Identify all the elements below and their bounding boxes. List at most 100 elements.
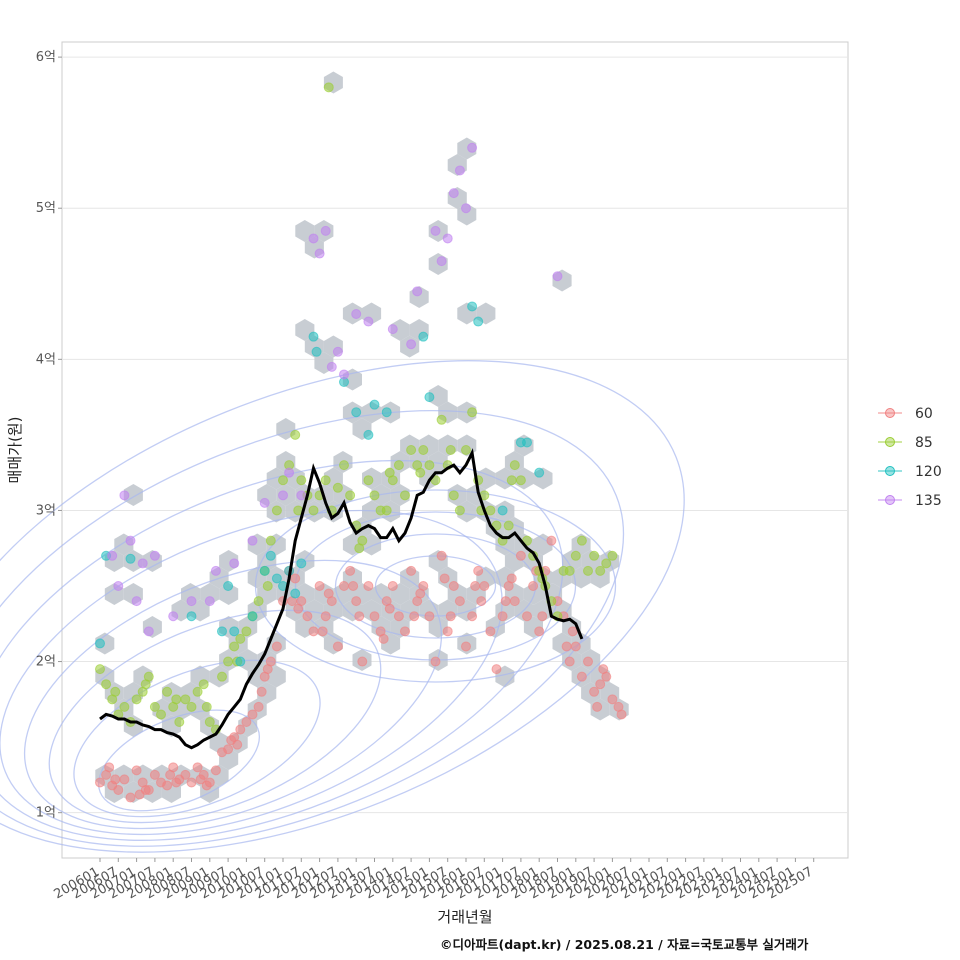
scatter-point-135	[461, 203, 471, 214]
scatter-point-60	[165, 769, 176, 780]
scatter-point-135	[406, 339, 417, 350]
scatter-point-120	[259, 565, 270, 576]
scatter-point-85	[454, 505, 465, 516]
scatter-point-85	[290, 429, 301, 440]
scatter-point-85	[162, 686, 173, 697]
scatter-point-60	[262, 664, 273, 675]
scatter-point-60	[564, 656, 575, 667]
scatter-point-60	[180, 769, 191, 780]
scatter-point-85	[241, 626, 252, 637]
scatter-point-85	[445, 445, 456, 455]
scatter-point-60	[598, 664, 609, 675]
scatter-point-135	[326, 361, 337, 372]
y-axis-ticks: 1억 2억 3억 4억 5억 6억	[36, 50, 62, 821]
legend-label-85: 85	[915, 435, 933, 451]
hexbin-cell	[362, 500, 382, 523]
scatter-point-60	[104, 762, 115, 773]
scatter-point-135	[320, 225, 331, 236]
scatter-point-60	[226, 735, 237, 746]
scatter-point-60	[528, 581, 539, 591]
scatter-point-85	[393, 460, 404, 471]
x-axis-ticks: 2006012006072007012007072008012008072009…	[52, 858, 816, 902]
scatter-point-60	[589, 686, 600, 697]
scatter-point-120	[186, 611, 197, 622]
scatter-point-60	[332, 641, 343, 652]
scatter-point-60	[409, 611, 420, 622]
scatter-point-85	[509, 460, 520, 471]
scatter-point-120	[247, 611, 258, 622]
scatter-point-120	[296, 558, 307, 569]
scatter-point-60	[323, 588, 334, 599]
scatter-point-85	[381, 505, 392, 516]
scatter-point-135	[387, 324, 398, 335]
scatter-point-85	[583, 565, 593, 576]
scatter-point-85	[253, 596, 264, 607]
scatter-point-85	[418, 445, 429, 455]
y-tick-label: 1억	[36, 806, 56, 821]
scatter-point-85	[119, 701, 130, 712]
scatter-point-60	[162, 780, 173, 791]
density-contour	[254, 489, 617, 683]
legend-key-dot	[885, 495, 895, 505]
density-contours	[0, 360, 685, 853]
scatter-point-135	[351, 309, 362, 319]
scatter-point-85	[354, 543, 365, 554]
scatter-point-85	[467, 407, 478, 418]
scatter-point-85	[192, 686, 203, 697]
scatter-point-85	[601, 558, 612, 569]
scatter-point-60	[302, 611, 313, 622]
scatter-point-60	[448, 581, 459, 591]
scatter-point-135	[131, 596, 142, 607]
scatter-point-60	[567, 626, 578, 637]
scatter-point-135	[125, 535, 136, 546]
scatter-point-120	[363, 429, 374, 440]
hexbin-cell	[247, 665, 267, 688]
scatter-point-60	[500, 596, 511, 607]
scatter-point-135	[247, 535, 258, 546]
scatter-point-85	[223, 656, 234, 667]
scatter-point-60	[436, 550, 447, 561]
scatter-point-60	[430, 656, 441, 667]
scatter-point-60	[186, 777, 197, 788]
scatter-point-60	[241, 717, 252, 727]
scatter-point-85	[576, 535, 587, 546]
scatter-point-85	[308, 505, 319, 516]
legend: 60 85 120 135	[878, 406, 942, 509]
scatter-point-60	[308, 626, 319, 637]
scatter-point-85	[503, 520, 514, 531]
density-contour	[48, 609, 382, 824]
scatter-point-60	[317, 626, 328, 637]
scatter-point-60	[607, 694, 618, 705]
scatter-point-85	[180, 694, 191, 705]
y-tick-label: 3억	[36, 503, 56, 518]
scatter-point-60	[387, 581, 398, 591]
scatter-point-60	[592, 701, 603, 712]
scatter-point-120	[473, 316, 484, 327]
scatter-point-60	[290, 573, 301, 584]
scatter-point-85	[140, 679, 151, 690]
scatter-point-60	[476, 596, 487, 607]
density-contour	[0, 509, 503, 836]
hexbin-cell	[523, 583, 543, 605]
scatter-point-135	[259, 497, 270, 508]
scatter-point-120	[522, 437, 532, 448]
scatter-point-85	[198, 679, 209, 690]
scatter-point-60	[467, 611, 478, 622]
scatter-point-120	[271, 573, 282, 584]
scatter-point-120	[265, 550, 276, 561]
scatter-point-60	[348, 581, 359, 591]
scatter-point-120	[229, 626, 240, 637]
scatter-point-135	[278, 490, 288, 501]
scatter-point-60	[339, 581, 349, 591]
scatter-point-85	[174, 717, 185, 727]
scatter-point-85	[424, 460, 435, 471]
scatter-point-60	[351, 596, 362, 607]
scatter-point-60	[171, 777, 182, 788]
scatter-point-60	[570, 641, 581, 652]
scatter-point-60	[384, 603, 395, 614]
legend-key-dot	[885, 466, 895, 476]
scatter-point-60	[195, 774, 206, 785]
scatter-point-120	[95, 638, 105, 649]
scatter-point-135	[168, 611, 179, 622]
scatter-point-120	[424, 392, 435, 403]
